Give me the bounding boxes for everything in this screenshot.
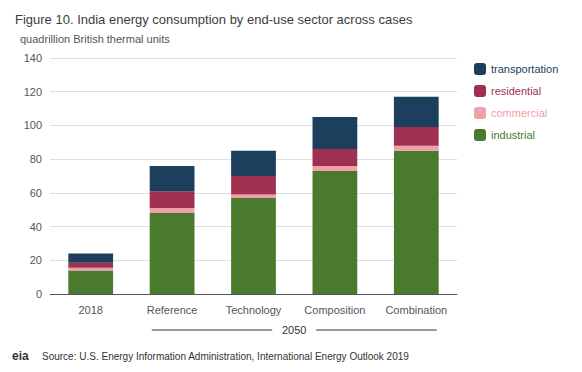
svg-text:commercial: commercial: [491, 107, 547, 119]
svg-text:2018: 2018: [78, 304, 102, 316]
svg-text:Figure 10. India energy consum: Figure 10. India energy consumption by e…: [15, 12, 413, 27]
svg-text:residential: residential: [491, 85, 541, 97]
svg-text:120: 120: [24, 86, 42, 98]
svg-text:industrial: industrial: [491, 129, 535, 141]
svg-text:Composition: Composition: [304, 304, 365, 316]
svg-text:140: 140: [24, 52, 42, 64]
svg-text:80: 80: [30, 153, 42, 165]
svg-text:quadrillion British thermal un: quadrillion British thermal units: [20, 33, 170, 45]
svg-text:60: 60: [30, 187, 42, 199]
svg-text:100: 100: [24, 119, 42, 131]
svg-text:2050: 2050: [282, 324, 306, 336]
svg-text:20: 20: [30, 254, 42, 266]
svg-text:transportation: transportation: [491, 63, 558, 75]
svg-text:Reference: Reference: [147, 304, 198, 316]
svg-text:eia: eia: [12, 349, 29, 363]
svg-text:40: 40: [30, 221, 42, 233]
svg-text:Source: U.S. Energy Informatio: Source: U.S. Energy Information Administ…: [42, 351, 409, 362]
svg-text:Technology: Technology: [226, 304, 282, 316]
svg-text:Combination: Combination: [385, 304, 447, 316]
svg-text:0: 0: [36, 288, 42, 300]
